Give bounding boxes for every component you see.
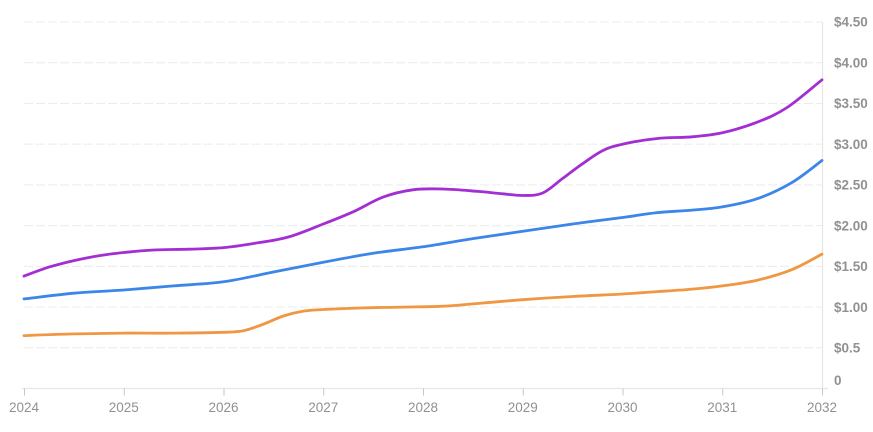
y-axis-label: $2.00 xyxy=(834,218,868,233)
x-axis-label: 2026 xyxy=(208,400,238,415)
y-axis-label: $3.50 xyxy=(834,96,868,111)
series-line-blue-series xyxy=(22,159,824,301)
y-axis-label: $0.5 xyxy=(834,340,861,355)
x-axis-label: 2029 xyxy=(508,400,538,415)
x-axis-label: 2024 xyxy=(9,400,40,415)
x-axis-label: 2025 xyxy=(109,400,139,415)
y-axis-label: $3.00 xyxy=(834,137,868,152)
y-axis-label: $1.50 xyxy=(834,259,868,274)
y-axis-label: $4.00 xyxy=(834,55,868,70)
x-axis-label: 2030 xyxy=(607,400,637,415)
y-axis-label: $2.50 xyxy=(834,178,868,193)
series-line-purple-series xyxy=(22,78,824,278)
y-axis-label: $1.00 xyxy=(834,300,868,315)
y-axis-label: 0 xyxy=(834,373,842,388)
x-axis-label: 2032 xyxy=(807,400,837,415)
series-line-orange-series xyxy=(22,252,824,337)
x-axis-label: 2028 xyxy=(408,400,438,415)
x-axis-label: 2031 xyxy=(707,400,737,415)
x-axis-label: 2027 xyxy=(308,400,338,415)
y-axis-label: $4.50 xyxy=(834,15,868,30)
